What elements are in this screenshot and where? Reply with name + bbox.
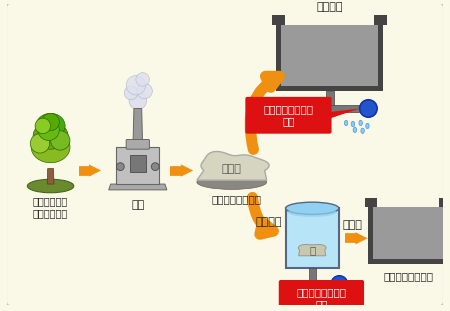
Ellipse shape: [359, 120, 362, 126]
Text: セシウム溶出抑制: セシウム溶出抑制: [383, 271, 433, 281]
Polygon shape: [276, 86, 383, 91]
Ellipse shape: [334, 302, 337, 307]
FancyBboxPatch shape: [286, 208, 339, 268]
FancyBboxPatch shape: [373, 207, 443, 259]
Circle shape: [117, 163, 124, 170]
Polygon shape: [378, 25, 383, 91]
Circle shape: [50, 131, 70, 150]
Polygon shape: [309, 268, 315, 288]
Ellipse shape: [286, 202, 339, 214]
FancyBboxPatch shape: [245, 97, 332, 134]
Text: 埋立て: 埋立て: [343, 220, 363, 230]
FancyArrowPatch shape: [250, 76, 279, 149]
Ellipse shape: [338, 295, 341, 300]
Ellipse shape: [366, 123, 369, 128]
FancyBboxPatch shape: [279, 280, 364, 311]
Ellipse shape: [344, 120, 348, 126]
Text: ナノ粒子吸着材で
除染: ナノ粒子吸着材で 除染: [297, 287, 346, 310]
Polygon shape: [326, 91, 333, 112]
Circle shape: [126, 76, 145, 95]
Circle shape: [360, 100, 377, 117]
Circle shape: [129, 92, 147, 109]
Polygon shape: [197, 151, 269, 180]
Text: 埋立て: 埋立て: [271, 113, 292, 123]
Ellipse shape: [353, 127, 356, 132]
Polygon shape: [369, 259, 448, 263]
Ellipse shape: [33, 122, 68, 149]
Polygon shape: [276, 25, 281, 91]
FancyBboxPatch shape: [281, 25, 378, 86]
Text: ナノ粒子吸着材で
除染: ナノ粒子吸着材で 除染: [263, 104, 314, 127]
FancyBboxPatch shape: [126, 140, 149, 149]
Circle shape: [124, 86, 138, 100]
Ellipse shape: [351, 121, 355, 127]
Ellipse shape: [31, 132, 70, 163]
Polygon shape: [369, 207, 373, 263]
Circle shape: [151, 163, 159, 170]
Ellipse shape: [322, 295, 325, 300]
FancyBboxPatch shape: [130, 155, 145, 172]
Circle shape: [35, 118, 50, 134]
Ellipse shape: [36, 113, 65, 138]
Polygon shape: [439, 197, 450, 207]
Text: セシウム溶出量大: セシウム溶出量大: [212, 194, 261, 204]
Text: 植物系汚染物
都市ゴミなど: 植物系汚染物 都市ゴミなど: [33, 196, 68, 218]
Circle shape: [38, 119, 59, 141]
Ellipse shape: [197, 175, 267, 189]
Ellipse shape: [361, 128, 365, 133]
Polygon shape: [332, 284, 362, 303]
Polygon shape: [109, 184, 167, 190]
Polygon shape: [273, 16, 285, 25]
Text: 焼却灰: 焼却灰: [222, 164, 242, 174]
Ellipse shape: [326, 302, 329, 307]
FancyBboxPatch shape: [117, 147, 159, 184]
Text: 灰: 灰: [309, 245, 315, 255]
Polygon shape: [47, 169, 54, 184]
Polygon shape: [330, 104, 369, 112]
Ellipse shape: [330, 307, 333, 311]
Polygon shape: [312, 280, 339, 288]
Ellipse shape: [27, 179, 74, 193]
Text: 灰を水洗: 灰を水洗: [255, 217, 282, 227]
Circle shape: [136, 73, 149, 86]
Polygon shape: [443, 207, 448, 263]
Polygon shape: [364, 197, 377, 207]
FancyArrowPatch shape: [252, 197, 273, 234]
FancyBboxPatch shape: [6, 3, 444, 306]
Polygon shape: [133, 109, 143, 147]
Text: 埋蔵施設: 埋蔵施設: [316, 2, 343, 12]
Text: 焼却: 焼却: [131, 200, 144, 210]
Circle shape: [331, 276, 347, 292]
Circle shape: [30, 134, 50, 153]
Circle shape: [42, 113, 59, 131]
Circle shape: [137, 83, 153, 99]
Polygon shape: [374, 16, 387, 25]
Ellipse shape: [330, 295, 333, 300]
Polygon shape: [298, 244, 326, 256]
Polygon shape: [330, 109, 360, 118]
Ellipse shape: [288, 207, 337, 217]
